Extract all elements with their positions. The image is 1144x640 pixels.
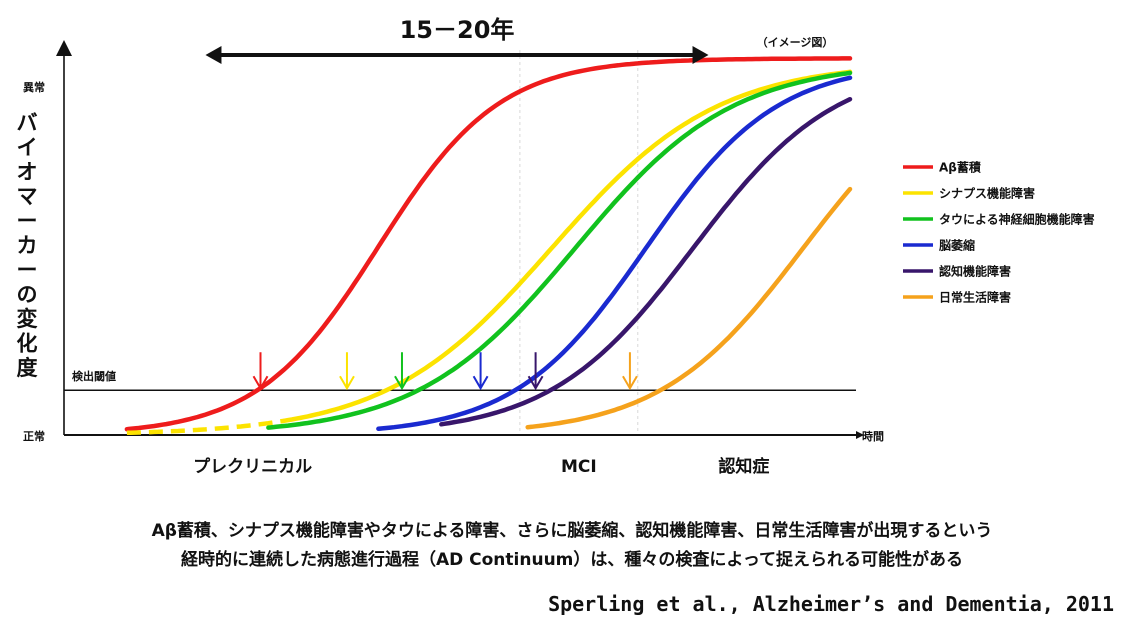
span-arrowhead-left <box>205 46 222 64</box>
y-axis-label: バイオマーカーの変化度 <box>17 111 38 380</box>
threshold-arrowhead-1 <box>339 375 355 391</box>
y-axis-top-label: 異常 <box>23 80 45 94</box>
series-curves <box>124 56 853 436</box>
axes <box>56 40 864 439</box>
threshold-arrowhead-2 <box>394 375 410 391</box>
series-line-2 <box>266 70 853 430</box>
span-label: 15－20年 <box>400 16 515 44</box>
image-note: （イメージ図） <box>757 35 834 49</box>
threshold-label: 検出閾値 <box>72 369 116 383</box>
caption-line-2: 経時的に連続した病態進行過程（AD Continuum）は、種々の検査によって捉… <box>180 550 964 570</box>
y-axis-bottom-label: 正常 <box>23 429 45 443</box>
threshold-arrowhead-5 <box>622 375 638 391</box>
legend-label-4: 認知機能障害 <box>939 264 1011 279</box>
series-line-1 <box>281 69 853 424</box>
threshold-arrowhead-3 <box>472 375 489 391</box>
legend-label-2: タウによる神経細胞機能障害 <box>939 212 1095 227</box>
phase-label-1: MCI <box>561 457 597 477</box>
series-line-5 <box>525 186 853 430</box>
phase-dividers <box>519 50 639 435</box>
series-line-0 <box>124 56 853 432</box>
legend-label-3: 脳萎縮 <box>939 238 975 253</box>
threshold-arrowhead-4 <box>527 375 544 391</box>
legend-label-0: Aβ蓄積 <box>939 160 982 175</box>
legend-label-5: 日常生活障害 <box>939 290 1011 305</box>
caption-line-1: Aβ蓄積、シナプス機能障害やタウによる障害、さらに脳萎縮、認知機能障害、日常生活… <box>151 521 993 541</box>
chart-labels: 15－20年 （イメージ図） 異常正常 バイオマーカーの変化度検出閾値時間プレクリニカ… <box>17 16 885 477</box>
x-axis-arrowhead <box>856 431 864 439</box>
threshold-markers <box>252 352 638 391</box>
phase-label-2: 認知症 <box>718 456 769 477</box>
legend-label-1: シナプス機能障害 <box>939 186 1035 201</box>
threshold-arrowhead-0 <box>252 375 269 391</box>
biomarker-chart: 15－20年 （イメージ図） 異常正常 バイオマーカーの変化度検出閾値時間プレクリニカ… <box>17 16 1095 477</box>
series-line-4 <box>439 96 853 427</box>
citation: Sperling et al., Alzheimer’s and Dementi… <box>548 592 1114 616</box>
phase-label-0: プレクリニカル <box>193 456 312 477</box>
series-line-1-dashed <box>126 418 285 436</box>
x-axis-label: 時間 <box>862 429 884 443</box>
series-line-3 <box>376 75 853 432</box>
span-arrowhead-right <box>692 46 709 64</box>
